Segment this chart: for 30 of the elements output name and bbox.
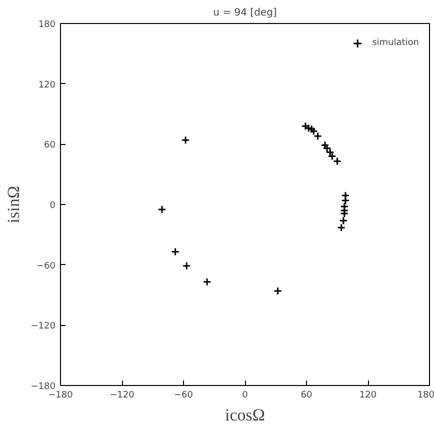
point	[337, 223, 346, 232]
x-tick-label: 60	[300, 390, 312, 400]
point	[326, 148, 334, 156]
point	[171, 248, 180, 256]
point	[158, 205, 166, 214]
y-tick-label: −180	[30, 382, 56, 392]
y-tick-label: 180	[38, 20, 56, 30]
x-tick-label: 180	[417, 390, 434, 400]
point	[274, 286, 282, 296]
x-tick-label: −60	[174, 390, 194, 400]
y-tick-label: −60	[36, 261, 56, 272]
point	[333, 157, 342, 166]
point	[182, 262, 191, 270]
y-axis-title: isinΩ	[4, 186, 23, 224]
x-tick-label: −120	[110, 390, 135, 400]
point	[202, 278, 212, 286]
y-tick-label: −120	[30, 322, 56, 332]
point	[181, 136, 190, 144]
x-tick-label: 0	[242, 390, 248, 400]
point	[341, 196, 350, 205]
legend-label: simulation	[372, 38, 419, 48]
point	[341, 191, 350, 200]
point	[314, 132, 322, 140]
x-axis-title: icosΩ	[224, 406, 266, 424]
chart-title: u = 94 [deg]	[213, 8, 277, 18]
point	[339, 216, 348, 225]
x-tick-label: 120	[359, 390, 377, 400]
y-tick-label: 0	[50, 201, 56, 211]
y-tick-label: 120	[38, 80, 56, 90]
y-tick-label: 60	[44, 140, 56, 151]
